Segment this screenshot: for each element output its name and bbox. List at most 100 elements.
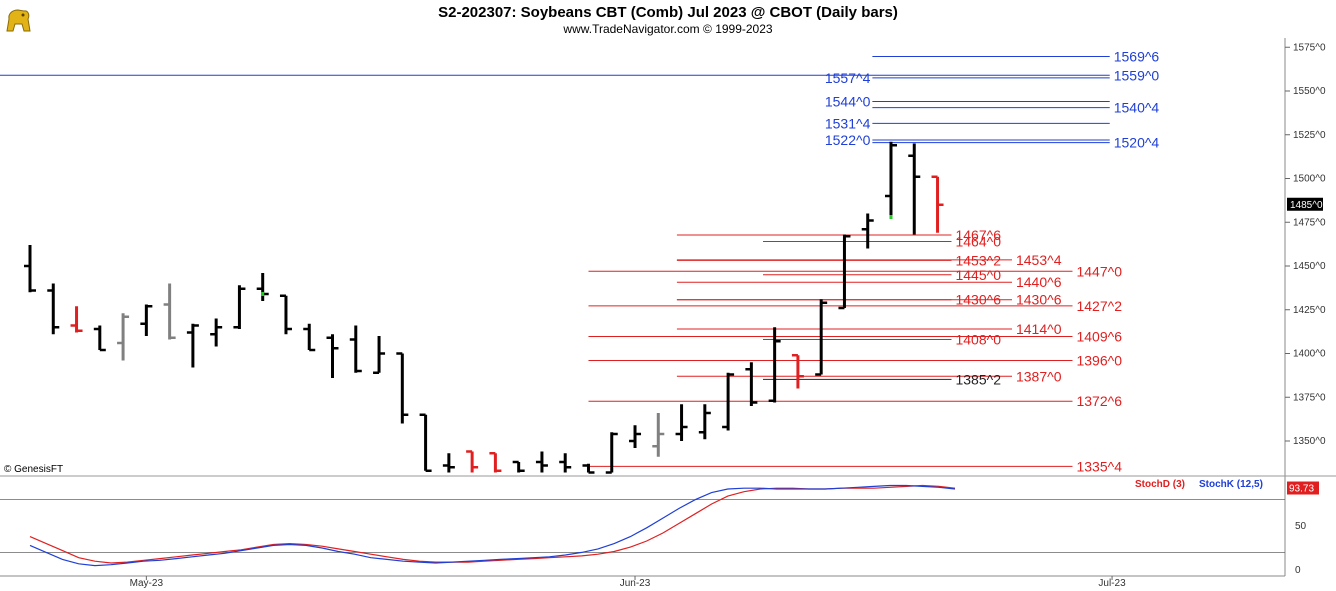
level-label: 1409^6: [1076, 328, 1122, 344]
price-tick-label: 1550^0: [1293, 86, 1326, 97]
ohlc-bar: [815, 299, 828, 376]
ohlc-bar: [466, 450, 479, 473]
level-label: 1385^2: [955, 371, 1001, 387]
ohlc-bar: [931, 175, 944, 233]
ohlc-bar: [163, 283, 176, 340]
level-label: 1540^4: [1114, 100, 1160, 116]
ohlc-bar: [791, 354, 804, 389]
ohlc-bar: [419, 413, 432, 472]
stochastic-pane: 50 0 93.73: [0, 481, 1319, 576]
ohlc-bar: [140, 304, 153, 336]
price-tick-label: 1575^0: [1293, 42, 1326, 53]
price-tick-label: 1425^0: [1293, 305, 1326, 316]
ohlc-bar: [442, 453, 455, 473]
projection-levels: 1569^6 1559^0 1557^4 1544^0 1540^4 1531^41522…: [0, 48, 1159, 474]
level-label: 1467^6: [955, 227, 1001, 243]
ohlc-bar: [233, 285, 246, 329]
ohlc-bar: [489, 452, 502, 473]
level-label: 1335^4: [1076, 458, 1122, 474]
price-pane: [0, 38, 1285, 476]
level-label: 1430^6: [1016, 292, 1062, 308]
stoch-tick-label: 0: [1295, 565, 1301, 576]
chart-title: S2-202307: Soybeans CBT (Comb) Jul 2023 …: [438, 4, 898, 21]
logo: [6, 9, 31, 32]
chart-source: www.TradeNavigator.com © 1999-2023: [562, 22, 772, 36]
date-tick-label: Jun-23: [620, 578, 651, 589]
price-tick-label: 1350^0: [1293, 436, 1326, 447]
level-label: 1531^4: [825, 115, 871, 131]
level-label: 1559^0: [1114, 67, 1160, 83]
date-tick-label: Jul-23: [1098, 578, 1126, 589]
ohlc-bar: [396, 352, 409, 424]
ohlc-bar: [279, 294, 292, 335]
level-label: 1440^6: [1016, 274, 1062, 290]
level-label: 1445^0: [955, 267, 1001, 283]
price-tick-label: 1400^0: [1293, 349, 1326, 360]
ohlc-bar: [210, 318, 223, 347]
ohlc-bar: [70, 306, 83, 333]
ohlc-bar: [698, 404, 711, 440]
header: S2-202307: Soybeans CBT (Comb) Jul 2023 …: [6, 4, 898, 36]
ohlc-bar: [675, 404, 688, 441]
ohlc-bar: [582, 463, 595, 474]
last-price-tag: [1287, 197, 1323, 211]
level-label: 1427^2: [1076, 298, 1122, 314]
ohlc-bar: [373, 336, 386, 374]
ohlc-bar: [93, 325, 106, 352]
price-tick-label: 1475^0: [1293, 217, 1326, 228]
price-tick-label: 1500^0: [1293, 174, 1326, 185]
level-label: 1396^0: [1076, 353, 1122, 369]
price-axis: 1575^0 1550^0 1525^0 1500^0 1475^0 1450^0 1425…: [1284, 38, 1326, 576]
ohlc-bar: [535, 451, 548, 473]
ohlc-bar: [652, 413, 665, 457]
ohlc-bar: [559, 453, 572, 473]
ohlc-bar: [349, 325, 362, 373]
ohlc-bar: [326, 334, 339, 378]
ohlc-bar: [908, 143, 921, 235]
ohlc-bar: [629, 425, 642, 448]
legend-stochk: StochK (12,5): [1199, 479, 1263, 490]
level-label: 1569^6: [1114, 48, 1160, 64]
level-label: 1557^4: [825, 70, 871, 86]
copyright: © GenesisFT: [4, 464, 63, 475]
signal-mark: [261, 292, 265, 296]
signal-mark: [889, 215, 893, 219]
level-label: 1372^6: [1076, 393, 1122, 409]
level-label: 1447^0: [1076, 263, 1122, 279]
legend-stochd: StochD (3): [1135, 479, 1185, 490]
stoch-series-line: [29, 484, 956, 564]
ohlc-bar: [745, 362, 758, 406]
ohlc-bar: [838, 234, 851, 310]
gold-bull-icon: [6, 9, 31, 32]
level-label: 1520^4: [1114, 135, 1160, 151]
ohlc-bar: [47, 283, 60, 335]
ohlc-bar: [861, 213, 874, 249]
stoch-tick-label: 50: [1295, 521, 1307, 532]
ohlc-bar: [605, 432, 618, 474]
ohlc-bar: [722, 372, 735, 431]
price-tick-label: 1450^0: [1293, 261, 1326, 272]
level-label: 1453^2: [955, 252, 1001, 268]
level-label: 1544^0: [825, 94, 871, 110]
price-tick-label: 1525^0: [1293, 130, 1326, 141]
level-label: 1414^0: [1016, 321, 1062, 337]
price-bars: [24, 141, 944, 474]
ohlc-bar: [117, 313, 130, 361]
logo-eye: [21, 13, 25, 17]
date-tick-label: May-23: [130, 578, 164, 589]
ohlc-bar: [884, 141, 897, 217]
ohlc-bar: [186, 323, 199, 368]
date-axis: May-23 Jun-23 Jul-23: [0, 575, 1285, 589]
level-label: 1453^4: [1016, 252, 1062, 268]
ohlc-bar: [512, 460, 525, 473]
level-label: 1387^0: [1016, 368, 1062, 384]
stoch-series-line: [29, 484, 956, 567]
price-tick-label: 1375^0: [1293, 392, 1326, 403]
level-label: 1408^0: [955, 332, 1001, 348]
last-price-label: 1485^0: [1290, 200, 1323, 211]
ohlc-bar: [24, 245, 36, 293]
stoch-value-tag: [1287, 481, 1319, 495]
level-label: 1522^0: [825, 132, 871, 148]
stoch-value-label: 93.73: [1289, 484, 1314, 495]
